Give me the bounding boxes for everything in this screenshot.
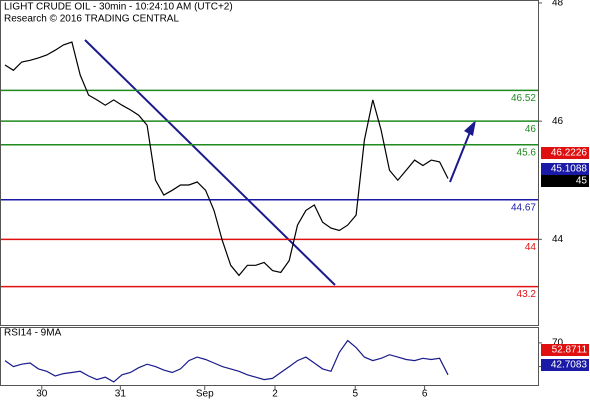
price-marker-label: 45: [576, 176, 588, 187]
price-marker-label: 46.2226: [551, 148, 588, 159]
chart-title: LIGHT CRUDE OIL - 30min - 10:24:10 AM (U…: [4, 2, 233, 13]
price-marker: [541, 147, 589, 159]
price-marker-label: 52.8711: [552, 345, 588, 356]
x-tick-label: 6: [422, 389, 428, 400]
x-tick-label: Sep: [196, 389, 214, 400]
y-tick-label: 46: [552, 116, 564, 127]
price-marker-label: 45.1088: [551, 164, 588, 175]
price-marker: [541, 175, 589, 187]
price-panel: [0, 0, 539, 326]
x-tick-label: 2: [272, 389, 278, 400]
level-label: 45.6: [517, 147, 537, 158]
price-marker: [541, 344, 589, 356]
x-tick-label: 31: [115, 389, 127, 400]
price-marker-label: 42.7083: [551, 360, 588, 371]
x-tick-label: 5: [352, 389, 358, 400]
level-label: 43.2: [517, 289, 537, 300]
rsi-panel: [0, 327, 539, 386]
y-tick-label: 48: [552, 0, 564, 9]
price-marker: [541, 163, 589, 175]
arrow-head: [464, 120, 476, 136]
y-tick-label: 44: [552, 234, 564, 245]
level-label: 44: [525, 242, 537, 253]
price-marker: [541, 359, 589, 371]
level-label: 46.52: [511, 93, 536, 104]
chart-subtitle: Research © 2016 TRADING CENTRAL: [4, 14, 179, 25]
forecast-arrow: [449, 131, 471, 183]
level-label: 46: [525, 124, 537, 135]
level-label: 44.67: [511, 202, 536, 213]
rsi-title: RSI14 - 9MA: [4, 328, 62, 339]
price-line: [4, 339, 449, 383]
price-line: [4, 41, 449, 277]
x-tick-label: 30: [36, 389, 48, 400]
y-tick-label: 70: [552, 338, 564, 349]
